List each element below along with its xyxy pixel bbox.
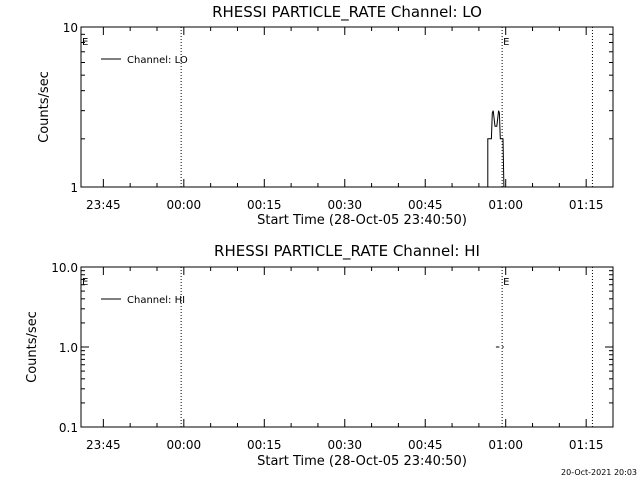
- chart-1-x-tick-label: 23:45: [86, 438, 121, 452]
- chart-1-eclipse-mark: E: [82, 277, 88, 288]
- chart-0-eclipse-mark: E: [82, 37, 88, 48]
- chart-0-x-tick-label: 00:30: [327, 198, 362, 212]
- chart-1-y-tick-label: 10.0: [51, 261, 78, 275]
- chart-1-x-axis-label: Start Time (28-Oct-05 23:40:50): [257, 454, 467, 469]
- chart-1-y-tick-label: 1.0: [59, 341, 78, 355]
- footer-timestamp: 20-Oct-2021 20:03: [561, 468, 637, 477]
- chart-1-legend-label: Channel: HI: [127, 295, 185, 306]
- chart-0-title: RHESSI PARTICLE_RATE Channel: LO: [212, 3, 482, 22]
- chart-0-x-tick-label: 23:45: [86, 198, 121, 212]
- chart-1-y-axis-label: Counts/sec: [25, 311, 40, 383]
- chart-1-plot-frame: [80, 266, 614, 428]
- chart-1-y-tick-label: 0.1: [59, 421, 78, 435]
- chart-1-x-tick-label: 00:00: [167, 438, 202, 452]
- chart-0-x-tick-label: 00:00: [167, 198, 202, 212]
- chart-0-x-tick-label: 01:00: [488, 198, 523, 212]
- chart-0-legend-label: Channel: LO: [127, 55, 188, 66]
- chart-0-plot-frame: [80, 26, 614, 188]
- chart-0-series-line: [487, 110, 505, 188]
- chart-0-eclipse-mark: E: [503, 37, 509, 48]
- chart-0-x-tick-label: 00:45: [408, 198, 443, 212]
- chart-1-x-tick-label: 00:15: [247, 438, 282, 452]
- chart-0-x-tick-label: 00:15: [247, 198, 282, 212]
- chart-1-eclipse-mark: E: [503, 277, 509, 288]
- chart-0-y-tick-label: 10: [63, 21, 78, 35]
- chart-1-x-tick-label: 01:15: [569, 438, 604, 452]
- chart-1-title: RHESSI PARTICLE_RATE Channel: HI: [214, 242, 480, 261]
- chart-0-x-axis-label: Start Time (28-Oct-05 23:40:50): [257, 213, 467, 228]
- chart-0-x-tick-label: 01:15: [569, 198, 604, 212]
- chart-1-x-tick-label: 01:00: [488, 438, 523, 452]
- chart-0-y-tick-label: 1: [70, 181, 78, 195]
- chart-panel-lo: RHESSI PARTICLE_RATE Channel: LO 1 10 23:45…: [37, 3, 614, 228]
- chart-1-x-tick-label: 00:45: [408, 438, 443, 452]
- chart-0-y-axis-label: Counts/sec: [37, 71, 52, 143]
- chart-1-x-tick-label: 00:30: [327, 438, 362, 452]
- chart-panel-hi: RHESSI PARTICLE_RATE Channel: HI 0.1 1.0 10…: [25, 242, 614, 469]
